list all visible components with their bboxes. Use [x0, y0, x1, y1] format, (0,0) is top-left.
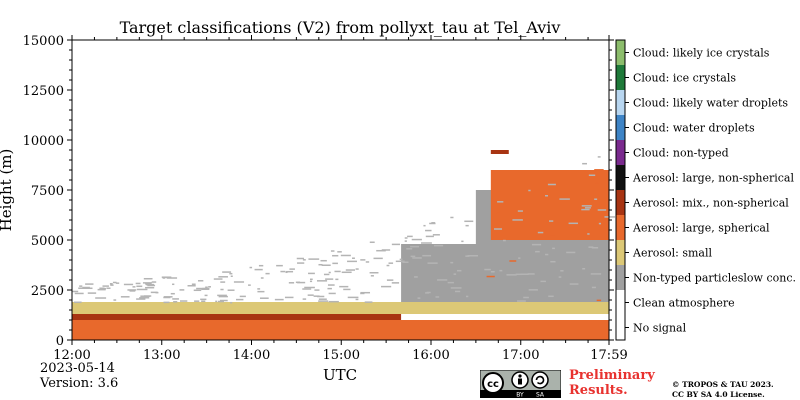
y-tick-label: 15000	[23, 34, 64, 49]
cc-by-label: BY	[516, 392, 524, 399]
colorbar-label: Non-typed particleslow conc.	[633, 272, 796, 285]
date-label: 2023-05-14	[40, 361, 115, 376]
colorbar-swatch	[616, 165, 625, 190]
y-tick-label: 0	[56, 334, 64, 349]
svg-text:cc: cc	[487, 379, 499, 390]
colorbar-label: Aerosol: small	[632, 247, 712, 260]
y-tick-label: 10000	[23, 134, 64, 149]
y-tick-label: 2500	[31, 284, 64, 299]
cc-by-sa-badge: cc BY SA	[480, 370, 561, 398]
colorbar-swatch	[616, 265, 625, 290]
colorbar-label: No signal	[633, 322, 687, 335]
colorbar-label: Aerosol: large, spherical	[632, 222, 770, 235]
copyright-notice: © TROPOS & TAU 2023. CC BY SA 4.0 Licens…	[672, 380, 774, 399]
colorbar-swatch	[616, 65, 625, 90]
y-tick-label: 5000	[31, 234, 64, 249]
colorbar-label: Clean atmosphere	[633, 297, 735, 310]
colorbar-swatch	[616, 140, 625, 165]
chart-title: Target classifications (V2) from pollyxt…	[120, 18, 561, 37]
x-tick-label: 14:00	[233, 348, 270, 363]
x-tick-label: 17:59	[590, 348, 627, 363]
plot-area	[72, 40, 616, 340]
colorbar-label: Aerosol: mix., non-spherical	[632, 197, 789, 210]
colorbar-swatch	[616, 315, 625, 340]
x-tick-label: 13:00	[143, 348, 180, 363]
colorbar-label: Cloud: non-typed	[633, 147, 729, 160]
class-layer-1	[72, 314, 402, 320]
x-tick-label: 17:00	[502, 348, 539, 363]
preliminary-results-label: Preliminary Results.	[569, 368, 655, 398]
class-layer-2	[72, 302, 609, 314]
colorbar-swatch	[616, 240, 625, 265]
version-label: Version: 3.6	[40, 376, 119, 391]
colorbar-label: Cloud: water droplets	[633, 122, 755, 135]
colorbar-swatch	[616, 90, 625, 115]
y-tick-label: 7500	[31, 184, 64, 199]
colorbar-label: Cloud: likely water droplets	[633, 97, 788, 110]
speckle-texture	[72, 156, 616, 304]
y-tick-label: 12500	[23, 84, 64, 99]
class-layer-6	[490, 150, 509, 154]
colorbar-swatch	[616, 115, 625, 140]
colorbar-label: Aerosol: large, non-spherical	[632, 172, 794, 185]
y-axis-label: Height (m)	[0, 149, 15, 232]
colorbar-label: Cloud: ice crystals	[633, 72, 736, 85]
class-layer-5	[490, 170, 609, 240]
cc-sa-label: SA	[536, 392, 545, 399]
colorbar-label: Cloud: likely ice crystals	[633, 47, 770, 60]
colorbar-swatch	[616, 215, 625, 240]
x-tick-label: 15:00	[323, 348, 360, 363]
axes: 0 2500 5000 7500 10000 12500 15000 12:00 13:00 14…	[23, 34, 628, 363]
x-tick-label: 12:00	[53, 348, 90, 363]
x-tick-label: 16:00	[412, 348, 449, 363]
x-axis-label: UTC	[323, 366, 357, 384]
colorbar-swatch	[616, 190, 625, 215]
class-layer-3	[401, 244, 609, 302]
colorbar-legend: No signal Clean atmosphere Non-typed parti…	[615, 39, 796, 341]
colorbar-swatch	[616, 40, 625, 65]
colorbar-swatch	[616, 290, 625, 315]
class-layer-0	[72, 320, 609, 340]
